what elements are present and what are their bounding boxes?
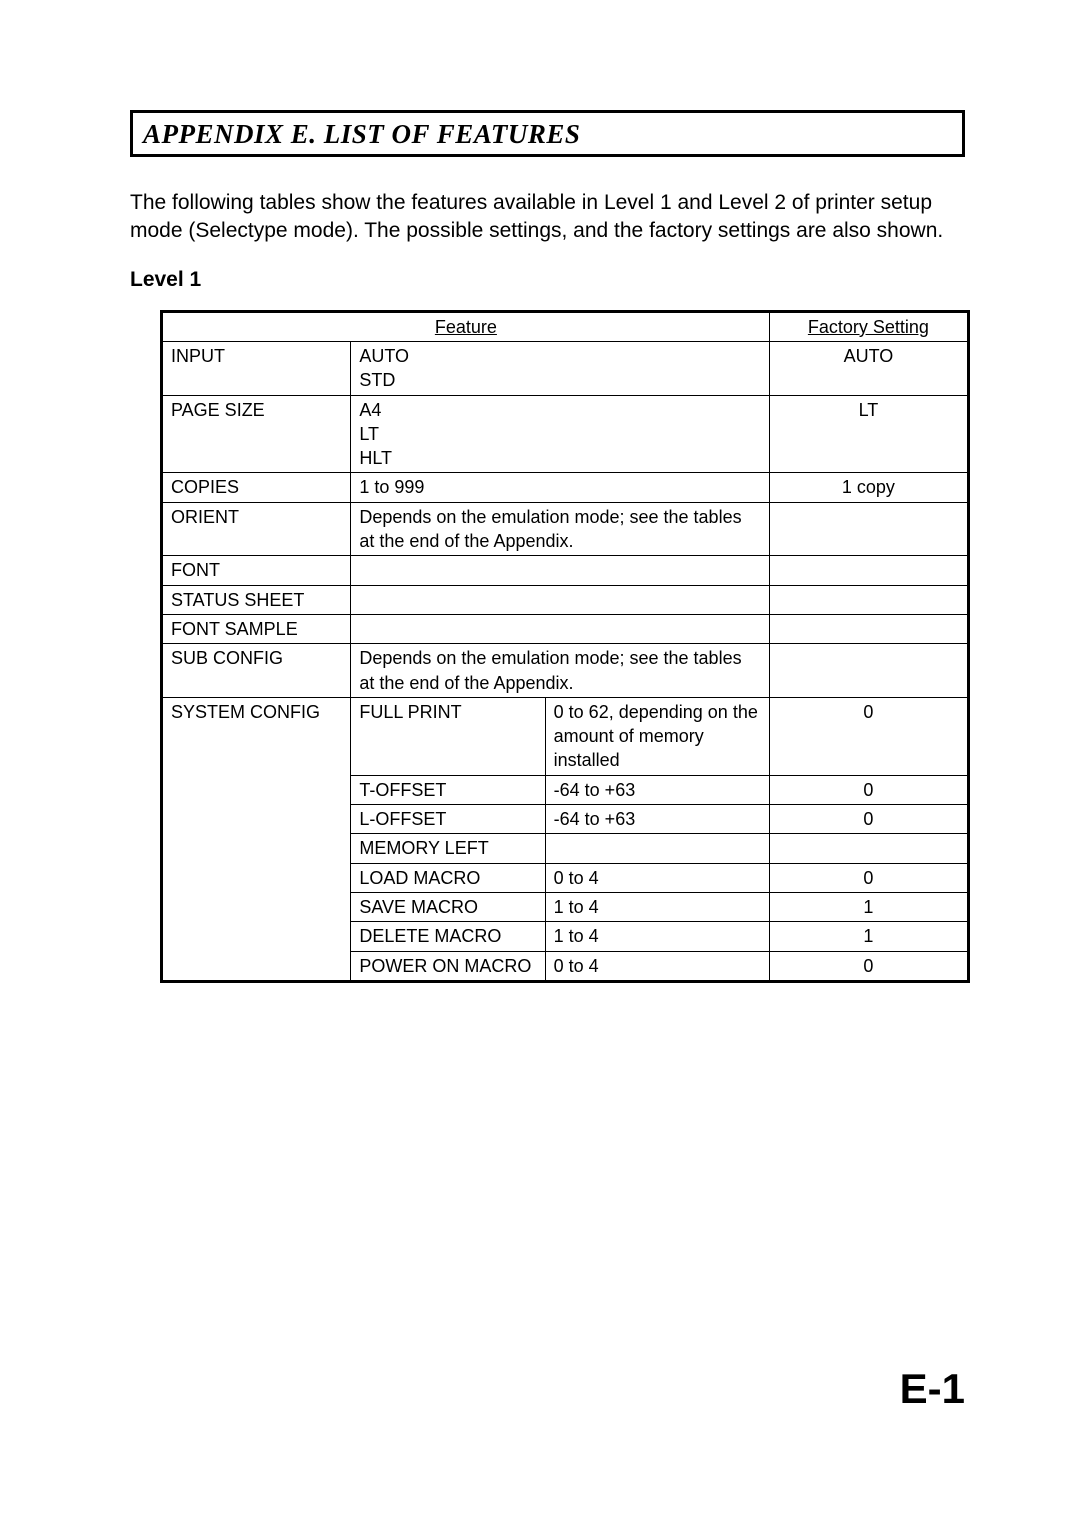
table-row: ORIENT Depends on the emulation mode; se…	[162, 502, 969, 556]
options-cell	[351, 556, 769, 585]
subfeature-cell: L-OFFSET	[351, 805, 545, 834]
subfeature-cell: T-OFFSET	[351, 775, 545, 804]
table-row: COPIES 1 to 999 1 copy	[162, 473, 969, 502]
header-factory-setting: Factory Setting	[769, 311, 968, 341]
factory-cell	[769, 585, 968, 614]
appendix-title: APPENDIX E. LIST OF FEATURES	[143, 119, 952, 150]
factory-cell	[769, 556, 968, 585]
factory-cell	[769, 644, 968, 698]
factory-cell: AUTO	[769, 341, 968, 395]
options-cell: AUTOSTD	[351, 341, 769, 395]
page-number: E-1	[900, 1365, 965, 1413]
factory-cell	[769, 502, 968, 556]
appendix-title-box: APPENDIX E. LIST OF FEATURES	[130, 110, 965, 157]
feature-cell: INPUT	[162, 341, 351, 395]
table-row: SUB CONFIG Depends on the emulation mode…	[162, 644, 969, 698]
options-cell: Depends on the emulation mode; see the t…	[351, 644, 769, 698]
feature-cell: FONT	[162, 556, 351, 585]
factory-cell: 1	[769, 892, 968, 921]
range-cell: 1 to 4	[545, 892, 769, 921]
subfeature-cell: SAVE MACRO	[351, 892, 545, 921]
range-cell: -64 to +63	[545, 805, 769, 834]
level-heading: Level 1	[130, 268, 965, 292]
feature-cell: SYSTEM CONFIG	[162, 697, 351, 981]
range-cell	[545, 834, 769, 863]
features-table: Feature Factory Setting INPUT AUTOSTD AU…	[160, 310, 970, 983]
subfeature-cell: MEMORY LEFT	[351, 834, 545, 863]
feature-cell: PAGE SIZE	[162, 395, 351, 473]
factory-cell: 0	[769, 863, 968, 892]
table-row: PAGE SIZE A4LTHLT LT	[162, 395, 969, 473]
range-cell: 0 to 4	[545, 863, 769, 892]
feature-cell: SUB CONFIG	[162, 644, 351, 698]
subfeature-cell: FULL PRINT	[351, 697, 545, 775]
table-header-row: Feature Factory Setting	[162, 311, 969, 341]
table-row: FONT SAMPLE	[162, 614, 969, 643]
table-row: STATUS SHEET	[162, 585, 969, 614]
factory-cell	[769, 834, 968, 863]
table-row: SYSTEM CONFIG FULL PRINT 0 to 62, depend…	[162, 697, 969, 775]
table-row: INPUT AUTOSTD AUTO	[162, 341, 969, 395]
table-row: FONT	[162, 556, 969, 585]
factory-cell	[769, 614, 968, 643]
range-cell: 0 to 62, depending on the amount of memo…	[545, 697, 769, 775]
factory-cell: 0	[769, 805, 968, 834]
options-cell: A4LTHLT	[351, 395, 769, 473]
factory-cell: LT	[769, 395, 968, 473]
factory-cell: 0	[769, 775, 968, 804]
factory-cell: 1	[769, 922, 968, 951]
range-cell: -64 to +63	[545, 775, 769, 804]
subfeature-cell: DELETE MACRO	[351, 922, 545, 951]
intro-paragraph: The following tables show the features a…	[130, 189, 965, 246]
range-cell: 0 to 4	[545, 951, 769, 981]
feature-cell: COPIES	[162, 473, 351, 502]
header-feature: Feature	[162, 311, 770, 341]
feature-cell: FONT SAMPLE	[162, 614, 351, 643]
subfeature-cell: POWER ON MACRO	[351, 951, 545, 981]
options-cell	[351, 585, 769, 614]
subfeature-cell: LOAD MACRO	[351, 863, 545, 892]
factory-cell: 0	[769, 697, 968, 775]
range-cell: 1 to 4	[545, 922, 769, 951]
feature-cell: ORIENT	[162, 502, 351, 556]
options-cell: 1 to 999	[351, 473, 769, 502]
factory-cell: 1 copy	[769, 473, 968, 502]
options-cell: Depends on the emulation mode; see the t…	[351, 502, 769, 556]
factory-cell: 0	[769, 951, 968, 981]
options-cell	[351, 614, 769, 643]
feature-cell: STATUS SHEET	[162, 585, 351, 614]
